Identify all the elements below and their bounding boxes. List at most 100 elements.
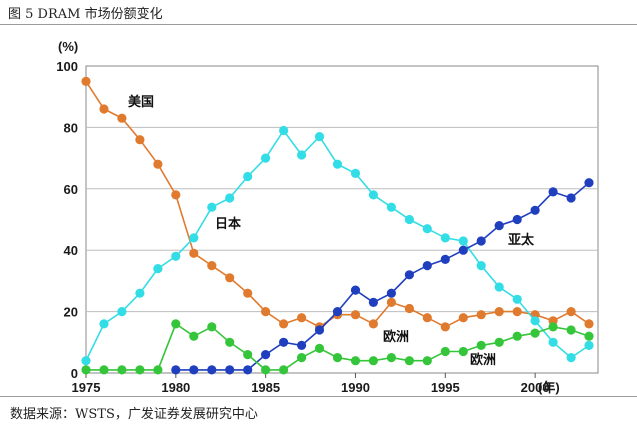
data-point bbox=[243, 365, 253, 375]
data-point bbox=[566, 325, 576, 335]
data-point bbox=[350, 310, 361, 320]
data-point bbox=[117, 113, 127, 123]
data-point bbox=[135, 365, 145, 375]
data-point bbox=[225, 337, 235, 347]
data-point bbox=[386, 297, 396, 307]
data-point bbox=[440, 254, 450, 264]
data-point bbox=[189, 233, 199, 243]
data-point bbox=[117, 365, 127, 375]
data-point bbox=[135, 288, 145, 298]
data-point bbox=[171, 251, 181, 261]
data-point bbox=[368, 356, 378, 366]
data-point bbox=[566, 353, 576, 363]
series-2 bbox=[171, 178, 594, 375]
data-point bbox=[368, 319, 378, 329]
data-point bbox=[404, 303, 414, 314]
data-point bbox=[171, 190, 181, 200]
x-tick-label: 1985 bbox=[251, 380, 280, 395]
data-point bbox=[548, 337, 558, 347]
data-point bbox=[261, 350, 271, 360]
data-point bbox=[512, 307, 522, 317]
data-point bbox=[297, 150, 307, 160]
data-point bbox=[422, 224, 432, 234]
data-point bbox=[530, 328, 540, 338]
x-tick-label: 1980 bbox=[161, 380, 190, 395]
data-point bbox=[476, 310, 486, 320]
data-point bbox=[458, 313, 468, 323]
data-point bbox=[494, 337, 504, 347]
y-tick-label: 60 bbox=[64, 182, 78, 197]
data-point bbox=[368, 190, 378, 200]
dram-market-share-chart: 0 20 40 60 80 100 1975 1980 1985 1990 1995 2000 (%)… bbox=[56, 39, 599, 395]
data-point bbox=[422, 313, 432, 323]
data-point bbox=[584, 319, 594, 329]
label-asia-pacific: 亚太 bbox=[508, 232, 535, 248]
data-point bbox=[332, 353, 343, 363]
data-point bbox=[261, 153, 271, 163]
series-1 bbox=[81, 125, 594, 366]
data-point bbox=[404, 270, 414, 280]
x-tick-label: 1995 bbox=[431, 380, 460, 395]
data-point bbox=[386, 353, 396, 363]
data-point bbox=[350, 285, 361, 295]
data-point bbox=[99, 104, 109, 114]
data-point bbox=[225, 365, 235, 375]
x-tick-label: 1975 bbox=[72, 380, 101, 395]
data-point bbox=[494, 307, 504, 317]
data-point bbox=[225, 193, 235, 203]
y-tick-label: 80 bbox=[64, 120, 78, 135]
data-point bbox=[207, 322, 217, 332]
x-tick-label: 1990 bbox=[341, 380, 370, 395]
data-point bbox=[548, 187, 558, 197]
data-point bbox=[207, 365, 217, 375]
data-point bbox=[297, 353, 307, 363]
data-point bbox=[171, 319, 181, 329]
data-point bbox=[566, 193, 576, 203]
data-point bbox=[512, 294, 522, 304]
data-point bbox=[225, 273, 235, 283]
data-point bbox=[458, 245, 468, 255]
y-tick-label: 20 bbox=[64, 305, 78, 320]
data-point bbox=[332, 307, 343, 317]
data-point bbox=[171, 365, 181, 375]
data-point bbox=[584, 331, 594, 341]
data-point bbox=[476, 236, 486, 246]
data-point bbox=[350, 168, 361, 178]
data-point bbox=[512, 331, 522, 341]
data-point bbox=[117, 307, 127, 317]
data-point bbox=[530, 316, 540, 326]
data-point bbox=[81, 365, 91, 375]
data-point bbox=[440, 233, 450, 243]
source-note: 数据来源：WSTS，广发证券发展研究中心 bbox=[10, 407, 258, 422]
data-point bbox=[494, 282, 504, 292]
data-point bbox=[81, 76, 91, 86]
data-point bbox=[279, 365, 289, 375]
data-point bbox=[207, 202, 217, 212]
data-point bbox=[243, 171, 253, 182]
figure-title: 图 5 DRAM 市场份额变化 bbox=[8, 7, 163, 22]
data-point bbox=[422, 261, 432, 271]
data-point bbox=[279, 319, 289, 329]
data-point bbox=[207, 261, 217, 271]
data-point bbox=[135, 135, 145, 145]
y-tick-label: 100 bbox=[56, 59, 78, 74]
data-point bbox=[279, 125, 289, 136]
data-point bbox=[530, 205, 540, 215]
data-point bbox=[548, 322, 558, 332]
data-point bbox=[332, 159, 343, 169]
data-point bbox=[153, 264, 163, 274]
data-point bbox=[189, 248, 199, 258]
data-point bbox=[189, 331, 199, 341]
data-point bbox=[476, 261, 486, 271]
bottom-divider bbox=[0, 396, 637, 397]
label-japan: 日本 bbox=[215, 216, 241, 232]
data-point bbox=[512, 214, 522, 225]
series-layer bbox=[81, 76, 594, 375]
data-point bbox=[297, 340, 307, 350]
y-axis-unit: (%) bbox=[58, 39, 78, 54]
data-point bbox=[422, 356, 432, 366]
data-point bbox=[350, 356, 361, 366]
data-point bbox=[404, 356, 414, 366]
data-point bbox=[261, 307, 271, 317]
x-axis-unit: (年) bbox=[538, 380, 560, 395]
